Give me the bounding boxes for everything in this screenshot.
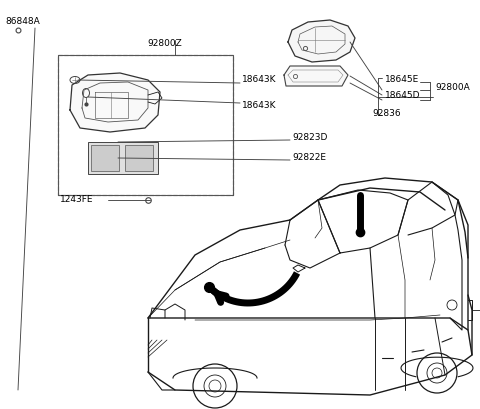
Bar <box>91 145 119 171</box>
Text: 86848A: 86848A <box>5 18 40 27</box>
Text: 1243FE: 1243FE <box>60 196 94 204</box>
Bar <box>125 145 153 171</box>
Text: 92822E: 92822E <box>292 153 326 162</box>
Text: 92800A: 92800A <box>435 83 470 92</box>
Text: 18645D: 18645D <box>385 90 420 99</box>
Text: 92823D: 92823D <box>292 133 327 142</box>
Text: 92800Z: 92800Z <box>147 38 182 47</box>
Bar <box>88 142 158 174</box>
Polygon shape <box>70 73 160 132</box>
Text: 18643K: 18643K <box>242 76 276 85</box>
Bar <box>58 55 233 195</box>
Bar <box>58 55 233 195</box>
Polygon shape <box>284 66 348 86</box>
Polygon shape <box>288 20 355 62</box>
Text: 92836: 92836 <box>372 108 401 117</box>
Text: 18645E: 18645E <box>385 76 419 85</box>
Text: 18643K: 18643K <box>242 101 276 110</box>
